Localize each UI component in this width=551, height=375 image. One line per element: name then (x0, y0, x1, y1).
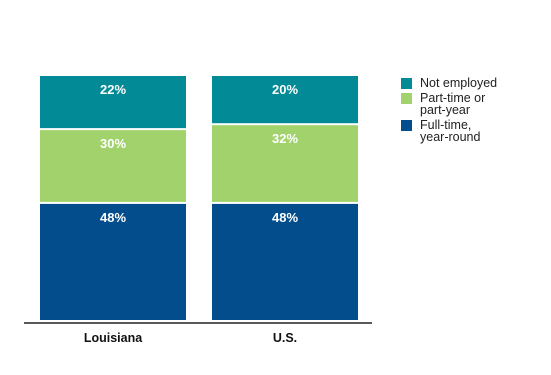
bar-louisiana-full-time-year-round (40, 203, 186, 320)
legend-label-not-employed: Not employed (420, 76, 498, 90)
legend-swatch-part-time (401, 93, 412, 104)
data-label-louisiana-not-employed: 22% (100, 82, 126, 97)
legend-label-full-time: Full-time, year-round (420, 118, 481, 144)
data-label-louisiana-part-time-or-part-year: 30% (100, 136, 126, 151)
legend-item-not-employed: Not employed (401, 77, 541, 89)
legend-label-part-time: Part-time or part-year (420, 91, 486, 117)
data-label-u-s-part-time-or-part-year: 32% (272, 131, 298, 146)
legend-item-full-time: Full-time, year-round (401, 119, 541, 143)
data-label-louisiana-full-time-year-round: 48% (100, 210, 126, 225)
legend-swatch-not-employed (401, 78, 412, 89)
bar-louisiana-part-time-or-part-year (40, 130, 186, 202)
bar-louisiana-not-employed (40, 76, 186, 129)
bar-u-s-full-time-year-round (212, 203, 358, 320)
bar-u-s-part-time-or-part-year (212, 125, 358, 202)
x-tick-label-u-s: U.S. (273, 331, 297, 345)
legend: Not employed Part-time or part-year Full… (401, 77, 541, 146)
legend-item-part-time: Part-time or part-year (401, 92, 541, 116)
bar-u-s-not-employed (212, 76, 358, 124)
legend-swatch-full-time (401, 120, 412, 131)
data-label-u-s-not-employed: 20% (272, 82, 298, 97)
x-tick-label-louisiana: Louisiana (84, 331, 143, 345)
data-label-u-s-full-time-year-round: 48% (272, 210, 298, 225)
